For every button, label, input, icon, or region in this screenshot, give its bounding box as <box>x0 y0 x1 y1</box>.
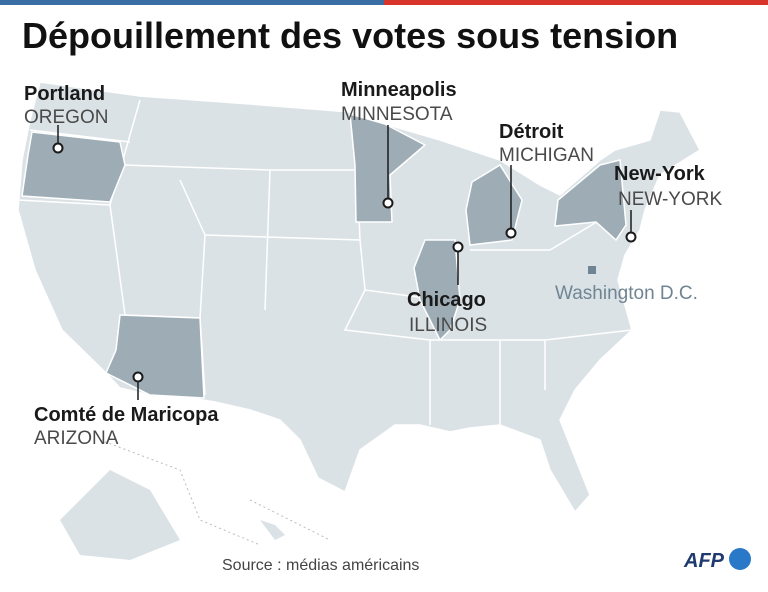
capital-label: Washington D.C. <box>555 283 698 304</box>
marker <box>505 227 517 239</box>
marker <box>382 197 394 209</box>
state-label: ILLINOIS <box>409 315 487 336</box>
marker <box>625 231 637 243</box>
title: Dépouillement des votes sous tension <box>22 15 678 56</box>
state-label: OREGON <box>24 107 108 128</box>
city-label: Portland <box>24 83 105 105</box>
logo-text: AFP <box>683 550 725 572</box>
arizona <box>105 314 205 399</box>
city-label: Comté de Maricopa <box>34 404 219 426</box>
top-bar-red <box>384 0 768 5</box>
city-label: Détroit <box>499 121 564 143</box>
inset-separators <box>99 439 331 546</box>
michigan <box>465 163 523 246</box>
marker <box>452 241 464 253</box>
state-label: MICHIGAN <box>499 145 594 166</box>
dc-marker <box>588 266 596 274</box>
top-bar-blue <box>0 0 384 5</box>
city-label: Chicago <box>407 289 486 311</box>
us-map <box>17 81 701 560</box>
state-label: MINNESOTA <box>341 104 453 125</box>
markers <box>52 142 637 383</box>
city-label: New-York <box>614 163 706 185</box>
hawaii <box>260 520 285 540</box>
city-label: Minneapolis <box>341 79 457 101</box>
marker <box>52 142 64 154</box>
state-label: ARIZONA <box>34 428 119 449</box>
source: Source : médias américains <box>222 557 419 574</box>
alaska <box>60 470 180 560</box>
marker <box>132 371 144 383</box>
oregon <box>21 131 126 203</box>
new-york <box>554 159 627 242</box>
state-label: NEW-YORK <box>618 189 722 210</box>
logo-circle <box>729 548 751 570</box>
